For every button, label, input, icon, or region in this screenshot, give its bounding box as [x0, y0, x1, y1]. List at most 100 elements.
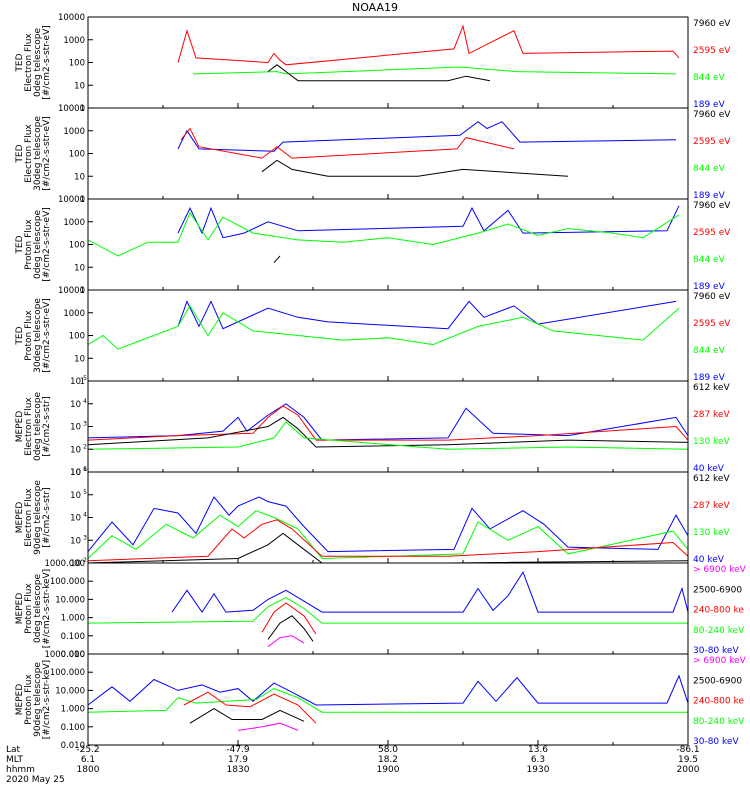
- y-tick-label: 1000: [63, 127, 85, 137]
- y-tick-label: 1: [80, 286, 85, 296]
- legend-entry: 287 keV: [693, 501, 730, 511]
- series-line: [171, 570, 689, 613]
- y-tick-label: 1000: [63, 309, 85, 319]
- panel-meped-e-0: [87, 380, 689, 473]
- legend-entry: 287 keV: [693, 410, 730, 420]
- y-tick-label: 1000.000: [44, 559, 85, 569]
- legend-entry: 189 eV: [693, 100, 726, 110]
- series-line: [267, 64, 491, 82]
- panel-ted-p-30: [87, 289, 689, 382]
- series-line: [87, 510, 689, 560]
- y-tick-label: 100.000: [50, 577, 85, 587]
- legend-entry: 240-800 ke: [693, 697, 744, 707]
- panel-ted-p-0: [87, 198, 689, 291]
- footer-mlt: 19.5: [678, 755, 698, 765]
- legend-entry: > 6900 keV: [693, 565, 747, 575]
- series-line: [177, 24, 680, 66]
- y-axis-label: 0deg telescope: [33, 28, 43, 98]
- y-tick-label: 100: [69, 241, 85, 251]
- plot-title: NOAA19: [352, 1, 398, 14]
- legend-entry: 844 eV: [693, 164, 726, 174]
- y-axis-label: Proton Flux: [24, 583, 34, 634]
- series-line: [87, 496, 689, 553]
- legend-entry: 7960 eV: [693, 292, 731, 302]
- panel-meped-p-90: [87, 653, 689, 746]
- footer-mlt: 6.1: [81, 755, 95, 765]
- legend-entry: 7960 eV: [693, 19, 731, 29]
- y-axis-label: [#/cm2-s-str]: [42, 487, 52, 547]
- y-tick-label: 10000: [58, 286, 85, 296]
- series-line: [87, 403, 689, 441]
- footer-mlt: 17.9: [228, 755, 248, 765]
- legend-entry: 40 keV: [693, 555, 725, 565]
- series-line: [261, 159, 569, 177]
- y-axis-label: TED: [15, 235, 25, 254]
- y-axis-label: TED: [15, 144, 25, 163]
- legend-entry: 240-800 ke: [693, 606, 744, 616]
- y-axis-label: 30deg telescope: [33, 298, 43, 373]
- y-tick-label: 10000: [58, 104, 85, 114]
- y-tick-label: 10.000: [55, 686, 85, 696]
- legend-entry: 189 eV: [693, 373, 726, 383]
- y-axis-label: Electron Flux: [24, 397, 34, 456]
- y-tick-exponent: 5: [83, 489, 87, 496]
- legend-entry: 844 eV: [693, 73, 726, 83]
- panel-frame: [87, 562, 689, 655]
- panel-frame: [87, 107, 689, 200]
- y-axis-label: [#/cm2-s-str-eV]: [42, 207, 52, 282]
- y-tick-exponent: 1: [83, 466, 87, 473]
- series-line: [180, 127, 515, 159]
- y-tick-label: 10: [70, 491, 81, 501]
- series-line: [267, 615, 314, 642]
- series-line: [273, 255, 281, 264]
- footer-row-label: MLT: [6, 755, 24, 765]
- y-tick-label: 10: [70, 468, 81, 478]
- y-tick-label: 10: [70, 377, 81, 387]
- y-axis-label: [#/cm2-s-str-keV]: [42, 569, 52, 648]
- series-line: [87, 211, 680, 257]
- series-line: [189, 708, 305, 724]
- y-tick-label: 0.100: [61, 723, 85, 733]
- y-axis-label: 0deg telescope: [33, 210, 43, 280]
- y-tick-label: 10000: [58, 195, 85, 205]
- series-line: [267, 635, 305, 648]
- y-tick-label: 100.000: [50, 668, 85, 678]
- panel-frame: [87, 471, 689, 564]
- y-axis-label: 0deg telescope: [33, 392, 43, 462]
- footer-hhmm: 1800: [77, 765, 100, 775]
- y-axis-label: MEPED: [15, 684, 25, 716]
- y-tick-exponent: 4: [83, 512, 87, 519]
- y-axis-label: [#/cm2-s-str-keV]: [42, 660, 52, 739]
- y-tick-label: 1000.000: [44, 650, 85, 660]
- y-axis-label: Proton Flux: [24, 674, 34, 725]
- legend-entry: 130 keV: [693, 528, 730, 538]
- y-tick-label: 1000: [63, 36, 85, 46]
- panel-frame: [87, 380, 689, 473]
- series-line: [177, 121, 677, 152]
- y-tick-label: 10: [74, 172, 85, 182]
- y-tick-label: 10: [70, 514, 81, 524]
- legend-entry: 2595 eV: [693, 228, 731, 238]
- series-line: [177, 300, 677, 330]
- series-line: [87, 688, 688, 713]
- legend-entry: 2595 eV: [693, 46, 731, 56]
- y-axis-label: [#/cm2-s-str]: [42, 396, 52, 456]
- footer-mlt: 18.2: [378, 755, 398, 765]
- y-tick-exponent: 5: [83, 375, 87, 382]
- series-line: [87, 519, 689, 562]
- y-axis-label: MEPED: [15, 411, 25, 443]
- y-tick-label: 10: [70, 445, 81, 455]
- footer-mlt: 6.3: [531, 755, 545, 765]
- footer-lat: -25.2: [76, 745, 99, 755]
- y-axis-label: Proton Flux: [24, 310, 34, 361]
- series-line: [87, 304, 680, 350]
- footer-hhmm: 1930: [527, 765, 550, 775]
- panel-frame: [87, 198, 689, 291]
- footer-hhmm: 1830: [227, 765, 250, 775]
- legend-entry: 7960 eV: [693, 201, 731, 211]
- plot-date: 2020 May 25: [6, 775, 65, 785]
- y-tick-label: 10: [74, 81, 85, 91]
- series-line: [87, 416, 689, 448]
